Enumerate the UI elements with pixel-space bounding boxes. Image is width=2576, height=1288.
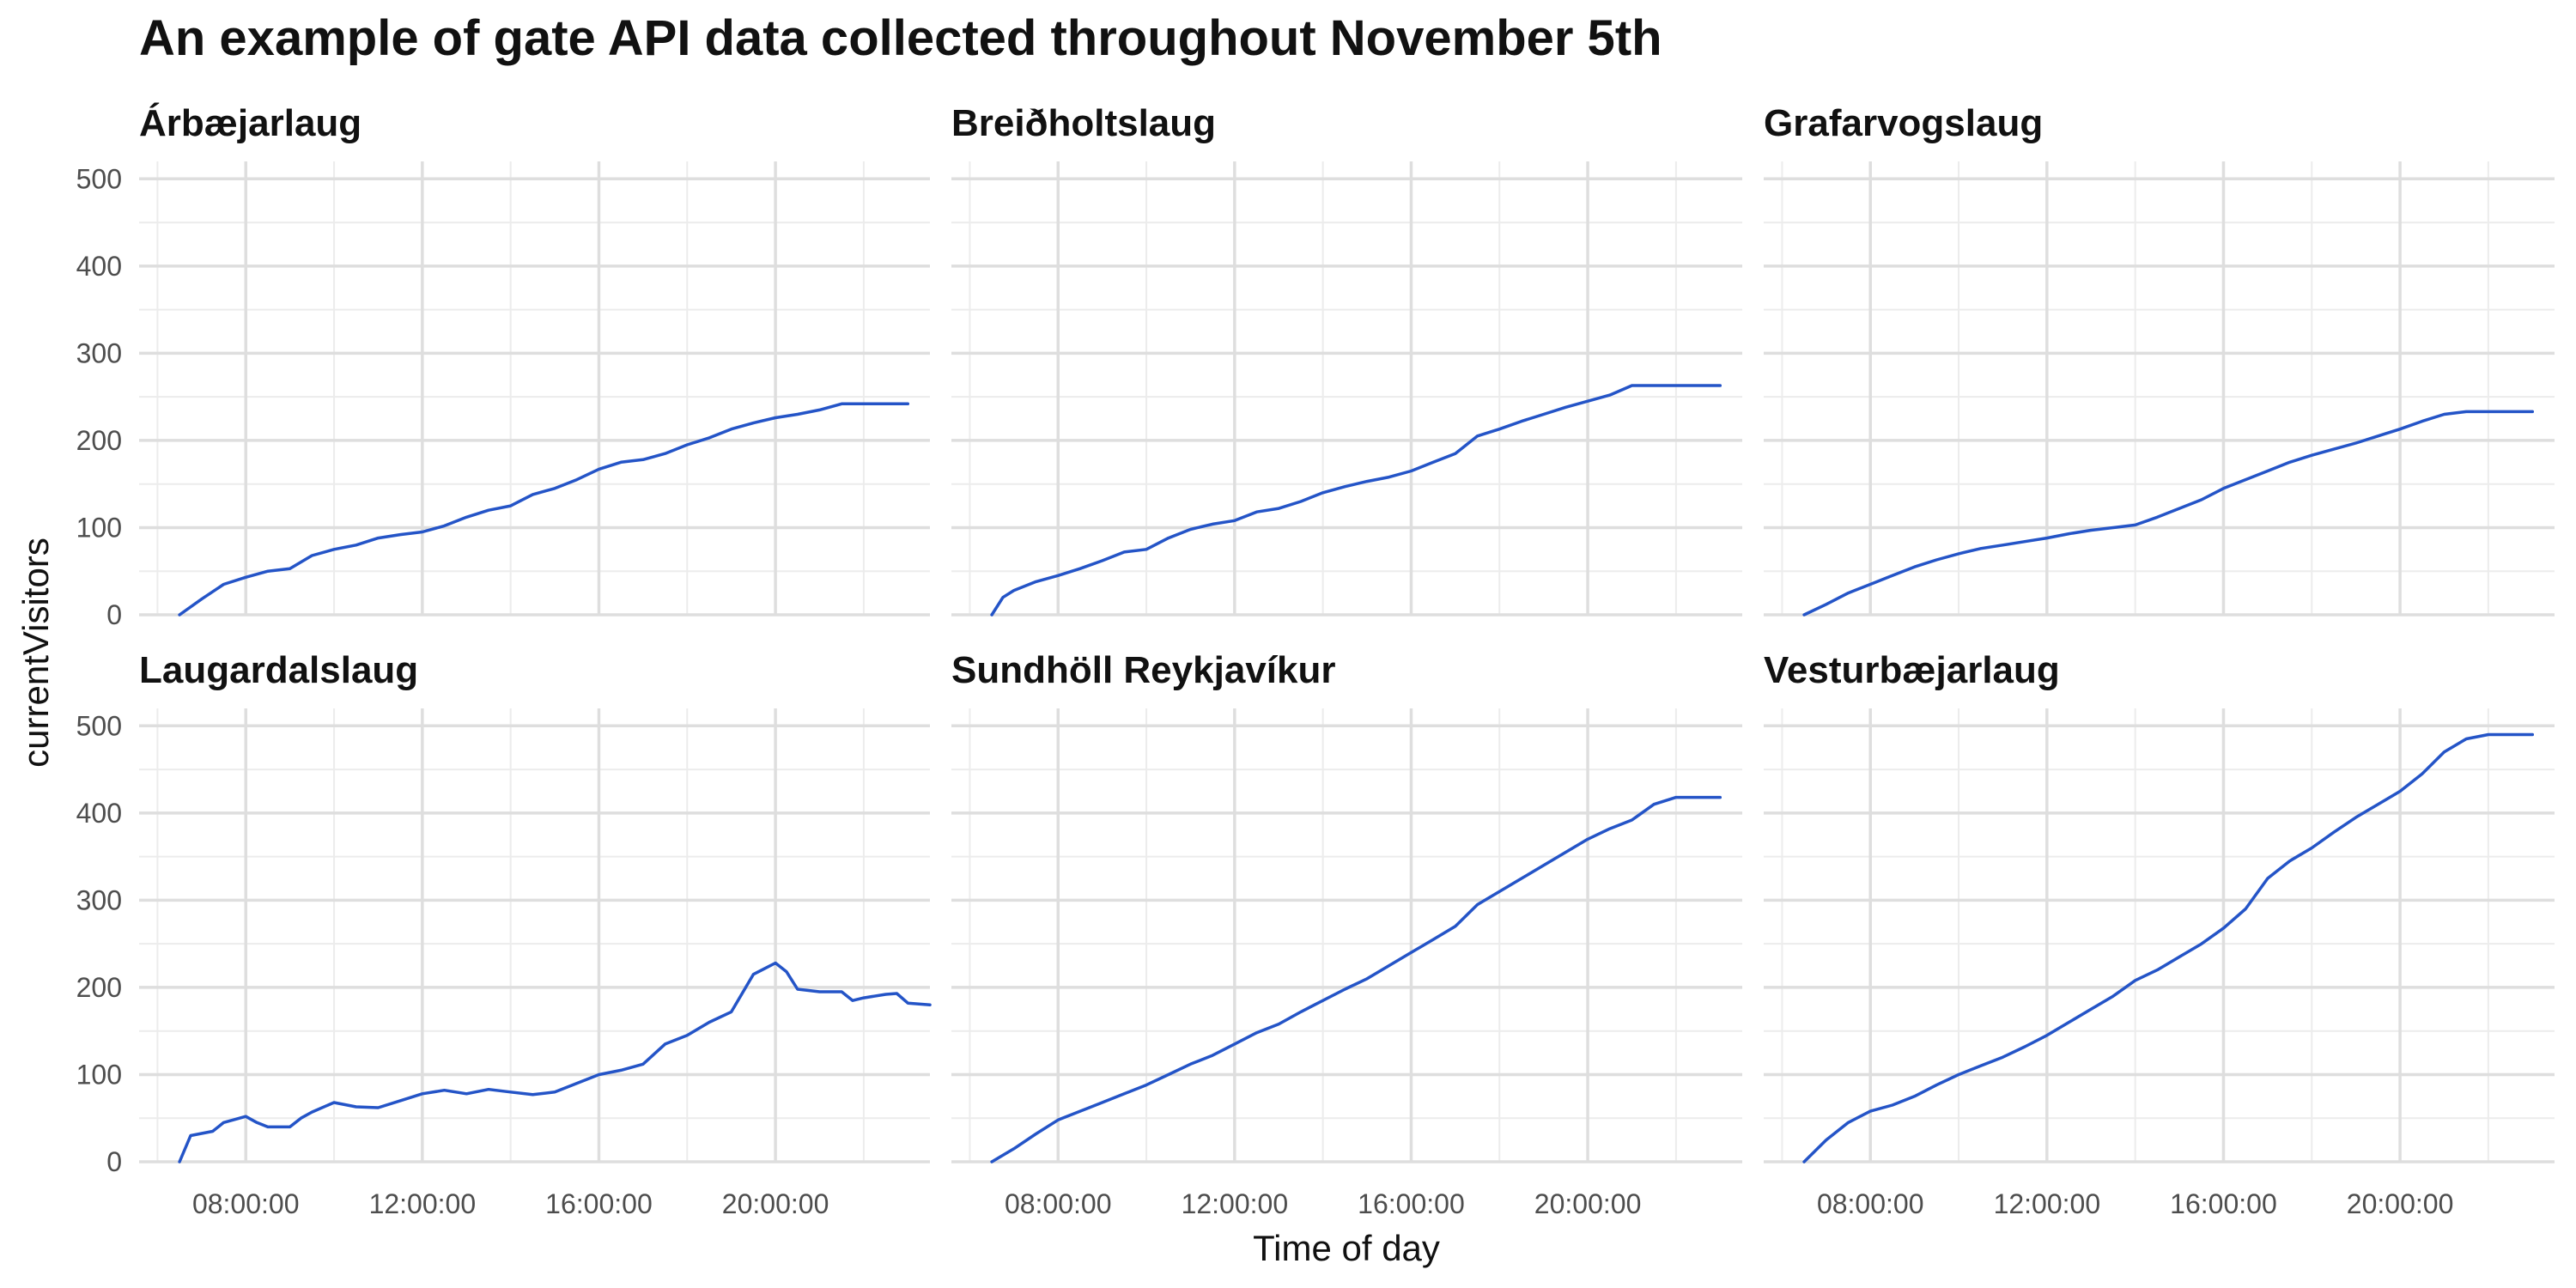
facet-title-grafarvogslaug: Grafarvogslaug [1764, 102, 2043, 144]
y-tick-label: 0 [106, 1146, 122, 1177]
facet-panel-laugardalslaug: Laugardalslaug 0 100 200 300 400 500 08:00:00 12… [76, 649, 932, 1219]
y-tick-label: 100 [76, 1059, 122, 1090]
x-tick-label: 12:00:00 [1994, 1188, 2101, 1219]
x-tick-label: 08:00:00 [1817, 1188, 1924, 1219]
x-tick-label: 12:00:00 [369, 1188, 477, 1219]
series-line-sundholl-reykjavikur [990, 795, 1722, 1163]
facet-panel-sundholl-reykjavikur: Sundhöll Reykjavíkur 08:00:00 12:00:00 16:0… [951, 649, 1742, 1219]
facet-title-arb-jarlaug: Árbæjarlaug [139, 101, 361, 144]
x-tick-label: 20:00:00 [722, 1188, 829, 1219]
x-axis-title: Time of day [1253, 1228, 1440, 1268]
facet-title-vesturb-jarlaug: Vesturbæjarlaug [1764, 649, 2060, 691]
y-tick-label: 400 [76, 798, 122, 829]
y-tick-label: 500 [76, 163, 122, 194]
x-tick-label: 20:00:00 [1534, 1188, 1642, 1219]
x-tick-label: 12:00:00 [1182, 1188, 1289, 1219]
facet-panels: Árbæjarlaug 0 100 200 300 400 500 Breiðholtslau… [76, 101, 2555, 1219]
chart-title: An example of gate API data collected th… [139, 10, 1662, 66]
y-tick-label: 300 [76, 884, 122, 915]
facet-title-brei-holtslaug: Breiðholtslaug [951, 102, 1216, 144]
y-tick-label: 200 [76, 972, 122, 1003]
x-tick-label: 08:00:00 [192, 1188, 300, 1219]
y-tick-label: 200 [76, 425, 122, 456]
facet-panel-arb-jarlaug: Árbæjarlaug 0 100 200 300 400 500 [76, 101, 930, 630]
facet-title-laugardalslaug: Laugardalslaug [139, 649, 418, 691]
facet-panel-vesturb-jarlaug: Vesturbæjarlaug 08:00:00 12:00:00 16:00:00 2… [1764, 649, 2555, 1219]
facet-panel-brei-holtslaug: Breiðholtslaug [951, 102, 1742, 617]
series-line-arb-jarlaug [178, 402, 910, 617]
facet-title-sundholl-reykjavikur: Sundhöll Reykjavíkur [951, 649, 1335, 691]
x-tick-label: 08:00:00 [1005, 1188, 1112, 1219]
series-line-vesturb-jarlaug [1802, 732, 2535, 1163]
facet-panel-grafarvogslaug: Grafarvogslaug [1764, 102, 2555, 617]
series-line-grafarvogslaug [1802, 410, 2535, 617]
y-tick-label: 0 [106, 599, 122, 630]
y-tick-label: 100 [76, 512, 122, 543]
y-tick-label: 400 [76, 251, 122, 282]
y-tick-label: 500 [76, 710, 122, 741]
x-tick-label: 16:00:00 [545, 1188, 653, 1219]
y-tick-label: 300 [76, 337, 122, 368]
x-tick-label: 20:00:00 [2347, 1188, 2454, 1219]
x-tick-label: 16:00:00 [1358, 1188, 1465, 1219]
series-line-brei-holtslaug [990, 384, 1722, 617]
y-axis-title: currentVisitors [15, 538, 56, 768]
x-tick-label: 16:00:00 [2170, 1188, 2277, 1219]
series-line-laugardalslaug [178, 961, 932, 1163]
